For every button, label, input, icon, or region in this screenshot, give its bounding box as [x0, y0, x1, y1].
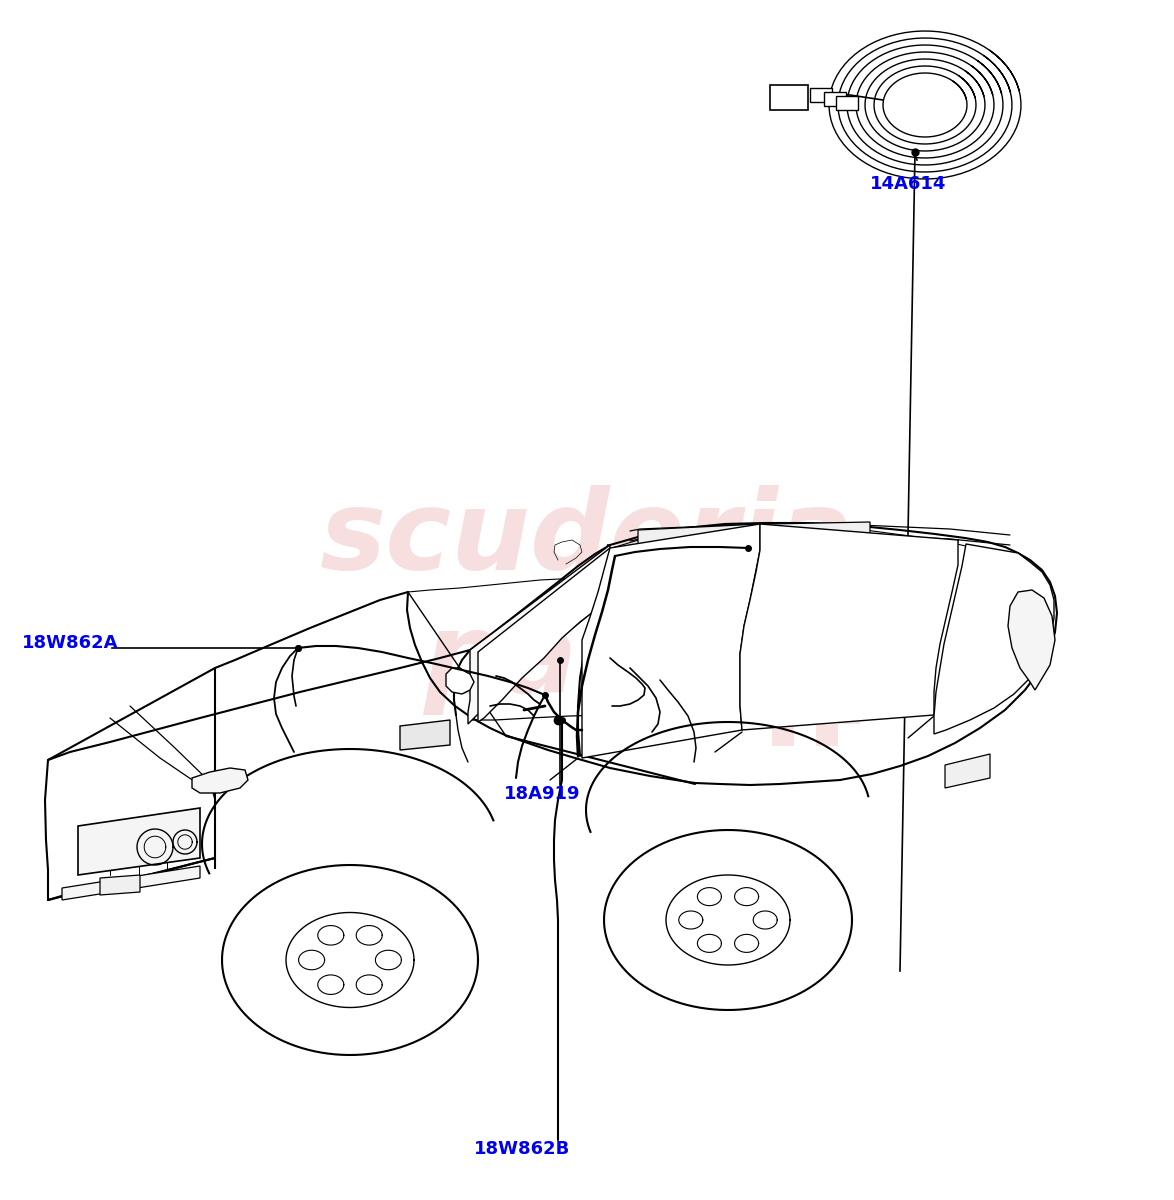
- Text: scuderia
parts: scuderia parts: [321, 485, 853, 715]
- Bar: [772, 680, 794, 702]
- Bar: [750, 658, 772, 680]
- Bar: [772, 724, 794, 746]
- Polygon shape: [468, 545, 610, 724]
- Bar: [816, 680, 838, 702]
- Polygon shape: [446, 668, 474, 694]
- Polygon shape: [810, 88, 832, 102]
- Polygon shape: [770, 85, 808, 110]
- Bar: [816, 724, 838, 746]
- Bar: [838, 702, 861, 724]
- Text: 14A614: 14A614: [870, 175, 946, 193]
- Bar: [794, 702, 816, 724]
- Polygon shape: [824, 92, 846, 106]
- Text: 18A919: 18A919: [504, 785, 580, 803]
- Polygon shape: [836, 96, 858, 110]
- Polygon shape: [945, 754, 990, 788]
- Polygon shape: [400, 720, 450, 750]
- Polygon shape: [740, 524, 958, 730]
- Polygon shape: [222, 865, 478, 1055]
- Polygon shape: [637, 524, 760, 556]
- Text: 18W862A: 18W862A: [22, 634, 119, 652]
- Polygon shape: [62, 866, 200, 900]
- Text: 18W862B: 18W862B: [474, 1140, 571, 1158]
- Polygon shape: [768, 522, 870, 550]
- Polygon shape: [582, 524, 760, 758]
- Polygon shape: [100, 875, 140, 895]
- Polygon shape: [193, 768, 248, 793]
- Bar: [794, 658, 816, 680]
- Polygon shape: [1008, 590, 1055, 690]
- Polygon shape: [605, 830, 852, 1010]
- Bar: [750, 702, 772, 724]
- Polygon shape: [77, 808, 200, 875]
- Polygon shape: [478, 548, 610, 722]
- Bar: [838, 658, 861, 680]
- Polygon shape: [935, 544, 1054, 734]
